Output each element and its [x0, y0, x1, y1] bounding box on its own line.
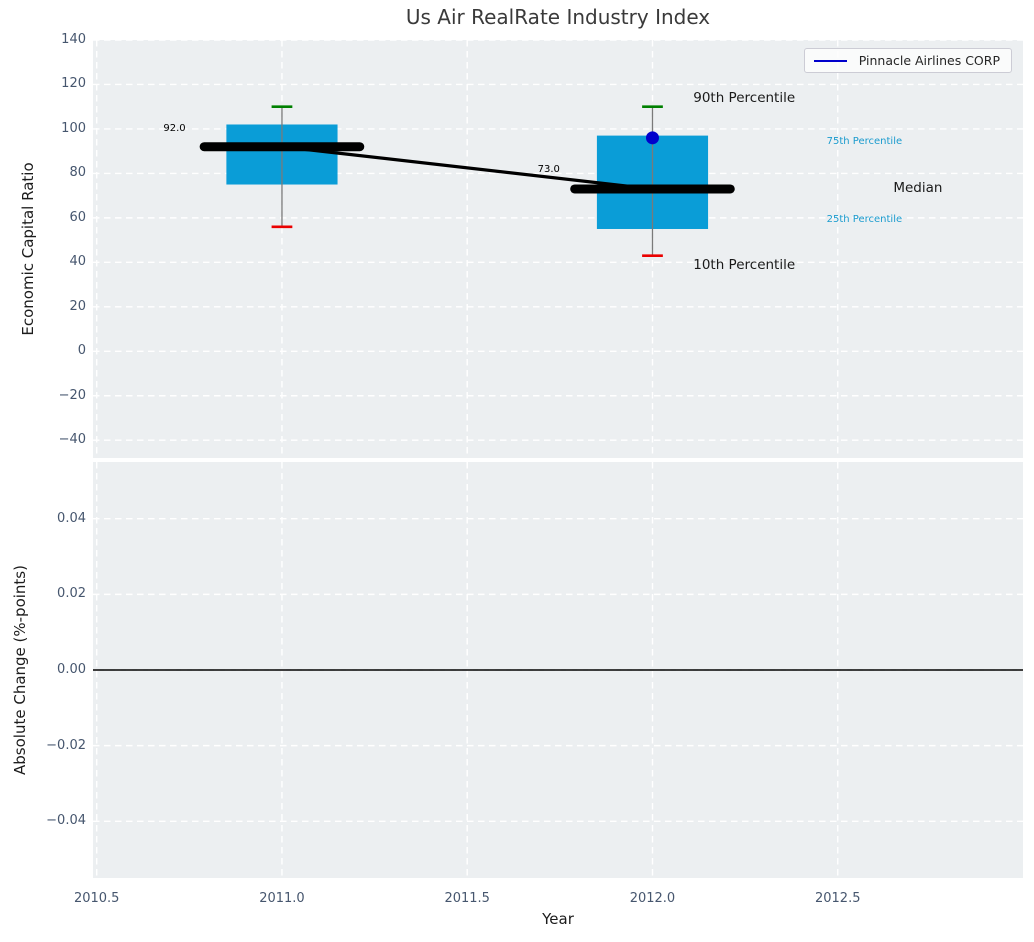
- y-tick-label-top: 60: [69, 209, 86, 225]
- y-tick-label-top: 40: [69, 254, 86, 270]
- top-plot-canvas: [93, 39, 1023, 458]
- annotation-25th-percentile: 25th Percentile: [826, 214, 903, 226]
- company-point: [645, 131, 659, 145]
- legend: Pinnacle Airlines CORP: [803, 48, 1012, 73]
- y-tick-label-top: 120: [61, 76, 86, 92]
- legend-label: Pinnacle Airlines CORP: [858, 53, 1000, 68]
- y-tick-label-bottom: 0.04: [57, 510, 86, 526]
- y-tick-label-bottom: −0.04: [46, 813, 86, 829]
- annotation-90th-percentile: 90th Percentile: [693, 89, 796, 106]
- x-tick-label: 2011.5: [444, 891, 490, 906]
- y-tick-label-top: 140: [61, 32, 86, 47]
- y-tick-label-top: 20: [69, 298, 86, 314]
- x-axis-label: Year: [542, 910, 574, 928]
- y-tick-label-bottom: 0.02: [57, 586, 86, 602]
- y-tick-label-top: 100: [61, 120, 86, 136]
- y-tick-label-top: −20: [58, 387, 86, 403]
- y-tick-label-bottom: 0.00: [57, 662, 86, 677]
- annotation-92-0: 92.0: [163, 122, 186, 134]
- y-tick-label-top: −40: [58, 432, 86, 448]
- chart-title: Us Air RealRate Industry Index: [405, 5, 711, 29]
- x-tick-label: 2012.0: [629, 891, 676, 906]
- annotation-median: Median: [893, 179, 943, 196]
- top-axes: 92.0 73.0 90th Percentile 75th Percentile Me…: [93, 39, 1023, 458]
- annotation-73-0: 73.0: [537, 164, 560, 176]
- legend-line-swatch: [813, 59, 847, 62]
- median-trend-line: [281, 145, 653, 191]
- x-tick-label: 2010.5: [73, 891, 120, 906]
- y-tick-label-bottom: −0.02: [46, 737, 86, 753]
- bottom-axes: [93, 462, 1023, 878]
- y-tick-label-top: 0: [77, 343, 86, 359]
- annotation-75th-percentile: 75th Percentile: [826, 136, 903, 148]
- bottom-plot-canvas: [93, 462, 1023, 878]
- x-tick-label: 2011.0: [259, 891, 305, 906]
- annotation-10th-percentile: 10th Percentile: [693, 256, 796, 273]
- x-tick-label: 2012.5: [814, 891, 861, 906]
- y-tick-label-top: 80: [69, 165, 86, 181]
